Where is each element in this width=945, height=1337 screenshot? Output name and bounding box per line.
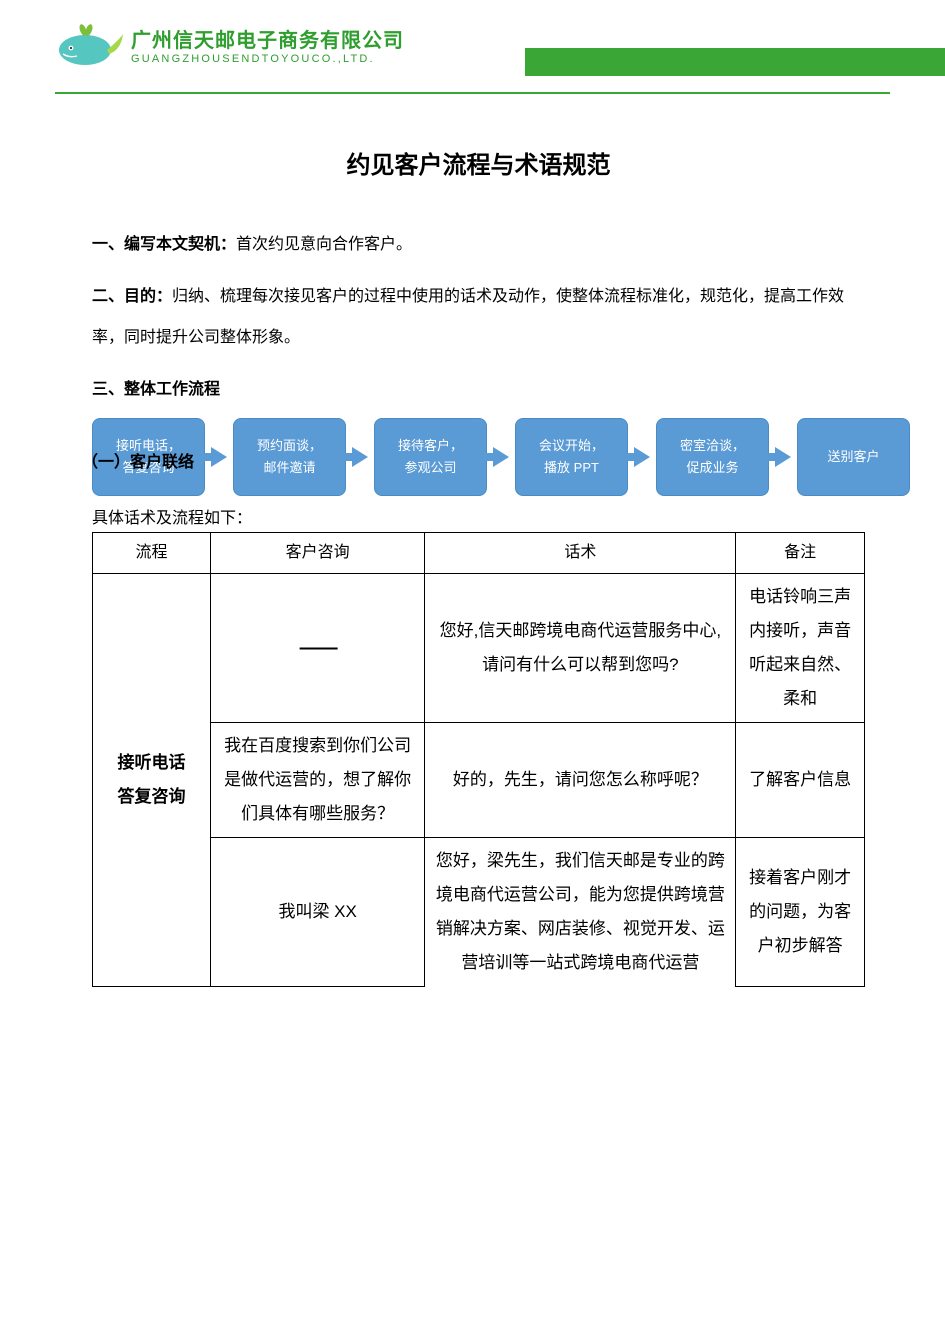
company-name-en: GUANGZHOUSENDTOYOUCO.,LTD. xyxy=(131,53,404,65)
flow-step-4: 会议开始，播放 PPT xyxy=(515,418,628,496)
arrow-icon xyxy=(352,447,368,467)
th-ask: 客户咨询 xyxy=(210,533,424,574)
talk-cell: 您好,信天邮跨境电商代运营服务中心,请问有什么可以帮到您吗? xyxy=(425,574,736,723)
talk-cell: 您好，梁先生，我们信天邮是专业的跨境电商代运营公司，能为您提供跨境营销解决方案、… xyxy=(425,838,736,987)
section-1: 一、编写本文契机：首次约见意向合作客户。 xyxy=(92,224,865,266)
company-name-cn: 广州信天邮电子商务有限公司 xyxy=(131,24,404,53)
script-table: 流程 客户咨询 话术 备注 接听电话答复咨询 —— 您好,信天邮跨境电商代运营服… xyxy=(92,532,865,987)
section-3-label: 三、整体工作流程 xyxy=(92,369,865,411)
section-2-text: 归纳、梳理每次接见客户的过程中使用的话术及动作，使整体流程标准化，规范化，提高工… xyxy=(92,288,844,347)
th-note: 备注 xyxy=(736,533,865,574)
process-cell: 接听电话答复咨询 xyxy=(93,574,211,987)
arrow-icon xyxy=(211,447,227,467)
arrow-icon xyxy=(493,447,509,467)
arrow-icon xyxy=(634,447,650,467)
overlay-subsection: （一）客户联络 xyxy=(82,448,194,472)
flow-step-2: 预约面谈，邮件邀请 xyxy=(233,418,346,496)
overlay-intro: 具体话术及流程如下： xyxy=(92,504,252,528)
doc-title: 约见客户流程与术语规范 xyxy=(92,145,865,180)
header-stripe xyxy=(525,48,945,76)
page-header: 广州信天邮电子商务有限公司 GUANGZHOUSENDTOYOUCO.,LTD. xyxy=(0,0,945,95)
ask-cell: 我叫梁 XX xyxy=(210,838,424,987)
note-cell: 了解客户信息 xyxy=(736,723,865,838)
header-underline xyxy=(55,92,890,94)
arrow-icon xyxy=(775,447,791,467)
flow-row: 接听电话，答复咨询 预约面谈，邮件邀请 接待客户，参观公司 会议开始，播放 PP… xyxy=(92,418,910,496)
table-row: 接听电话答复咨询 —— 您好,信天邮跨境电商代运营服务中心,请问有什么可以帮到您… xyxy=(93,574,865,723)
logo: 广州信天邮电子商务有限公司 GUANGZHOUSENDTOYOUCO.,LTD. xyxy=(55,20,404,68)
flow-step-3: 接待客户，参观公司 xyxy=(374,418,487,496)
th-talk: 话术 xyxy=(425,533,736,574)
note-cell: 接着客户刚才的问题，为客户初步解答 xyxy=(736,838,865,987)
document-body: 约见客户流程与术语规范 一、编写本文契机：首次约见意向合作客户。 二、目的：归纳… xyxy=(0,95,945,987)
table-header-row: 流程 客户咨询 话术 备注 xyxy=(93,533,865,574)
ask-cell: 我在百度搜索到你们公司是做代运营的，想了解你们具体有哪些服务？ xyxy=(210,723,424,838)
section-1-text: 首次约见意向合作客户。 xyxy=(236,236,412,253)
section-2-label: 二、目的： xyxy=(92,288,172,305)
whale-icon xyxy=(55,20,125,68)
section-1-label: 一、编写本文契机： xyxy=(92,236,236,253)
ask-cell: —— xyxy=(210,574,424,723)
flowchart: 接听电话，答复咨询 预约面谈，邮件邀请 接待客户，参观公司 会议开始，播放 PP… xyxy=(92,418,865,528)
section-2: 二、目的：归纳、梳理每次接见客户的过程中使用的话术及动作，使整体流程标准化，规范… xyxy=(92,276,865,359)
flow-step-6: 送别客户 xyxy=(797,418,910,496)
talk-cell: 好的，先生，请问您怎么称呼呢？ xyxy=(425,723,736,838)
flow-step-5: 密室洽谈，促成业务 xyxy=(656,418,769,496)
note-cell: 电话铃响三声内接听，声音听起来自然、柔和 xyxy=(736,574,865,723)
th-process: 流程 xyxy=(93,533,211,574)
